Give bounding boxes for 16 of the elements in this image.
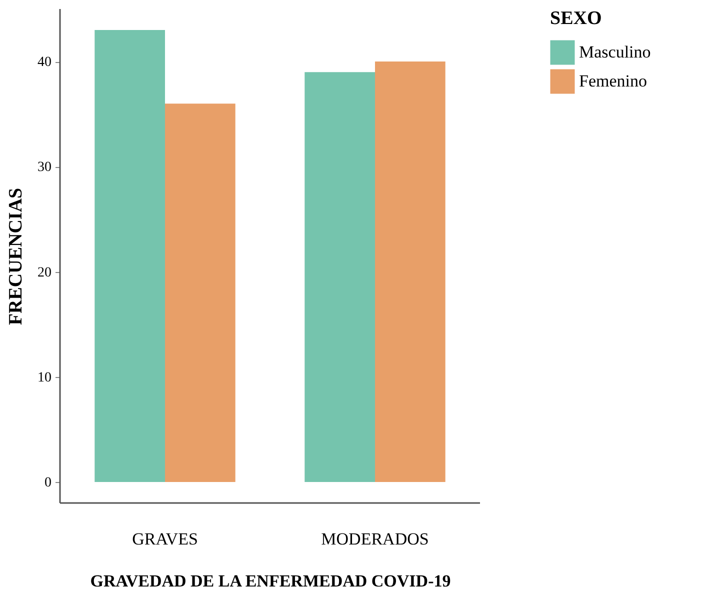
y-tick-label: 30 bbox=[38, 160, 52, 176]
x-axis-title: GRAVEDAD DE LA ENFERMEDAD COVID-19 bbox=[90, 572, 451, 590]
y-axis-title: FRECUENCIAS bbox=[6, 188, 26, 326]
bar bbox=[375, 62, 446, 482]
legend-label: Femenino bbox=[579, 72, 647, 90]
bar bbox=[304, 72, 375, 482]
x-tick-label: MODERADOS bbox=[321, 530, 429, 548]
legend-label: Masculino bbox=[579, 42, 651, 62]
y-tick-label: 20 bbox=[38, 265, 52, 280]
legend-title: SEXO bbox=[550, 8, 602, 29]
bar bbox=[94, 30, 165, 482]
y-tick-label: 10 bbox=[38, 370, 52, 386]
x-tick-label: GRAVES bbox=[132, 530, 198, 548]
y-tick-label: 0 bbox=[44, 475, 52, 490]
y-tick-label: 40 bbox=[38, 55, 52, 70]
bar bbox=[165, 104, 236, 482]
